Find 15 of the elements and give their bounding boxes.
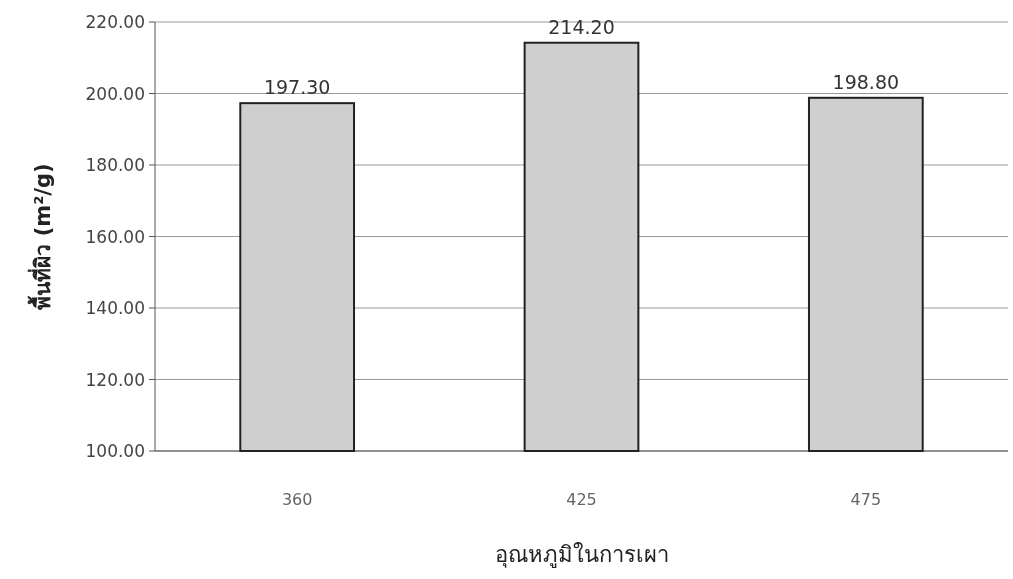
y-axis-title: พื้นที่ผิว (m²/g) bbox=[27, 163, 55, 310]
x-tick-label: 360 bbox=[281, 490, 313, 509]
x-axis-title: อุณหภูมิในการเผา bbox=[494, 542, 669, 568]
data-label: 197.30 bbox=[263, 76, 331, 99]
y-tick-label: 140.00 bbox=[85, 298, 145, 318]
y-tick-label: 120.00 bbox=[85, 369, 145, 390]
y-tick-label: 100.00 bbox=[85, 441, 145, 461]
y-tick-label: 200.00 bbox=[85, 83, 145, 104]
x-tick-label: 425 bbox=[566, 490, 597, 509]
y-tick-label: 180.00 bbox=[85, 155, 145, 175]
y-tick-label: 160.00 bbox=[85, 226, 145, 247]
data-label: 198.80 bbox=[832, 70, 900, 93]
data-label: 214.20 bbox=[548, 15, 615, 38]
x-tick-label: 475 bbox=[850, 490, 882, 509]
y-tick-label: 220.00 bbox=[85, 12, 145, 32]
